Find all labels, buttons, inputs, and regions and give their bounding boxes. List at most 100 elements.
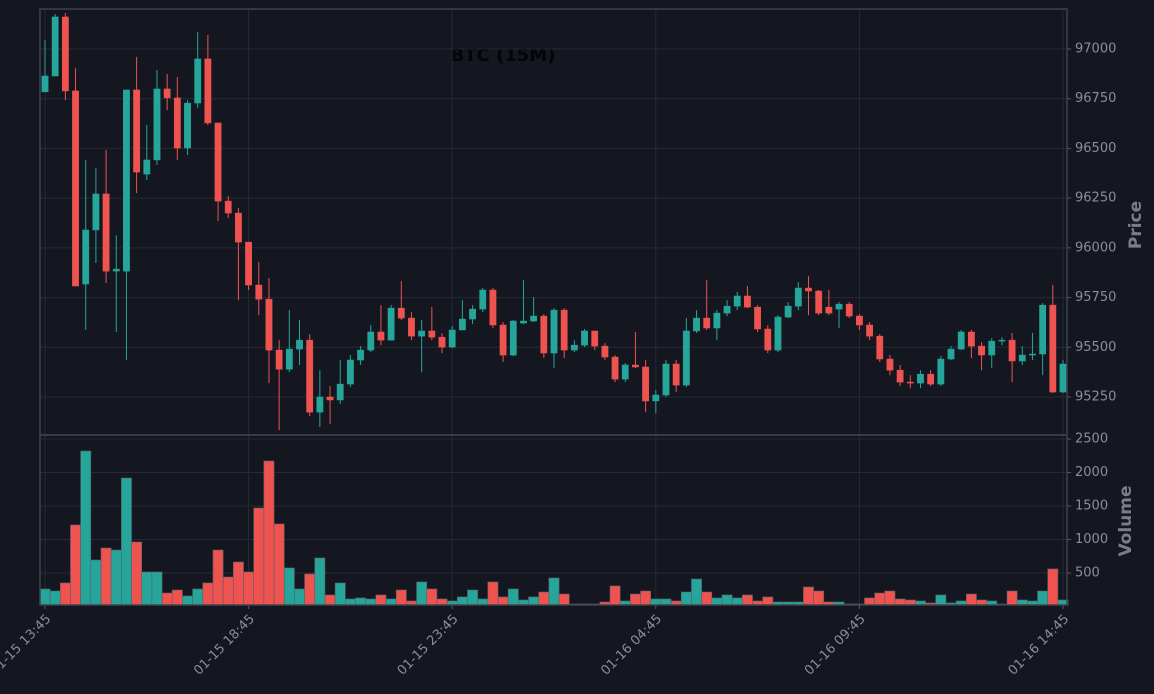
candle-body bbox=[917, 373, 924, 384]
volume-bar bbox=[263, 460, 275, 606]
volume-bar bbox=[70, 524, 81, 606]
candle-body bbox=[72, 90, 79, 287]
candle-body bbox=[285, 348, 293, 370]
candle-body bbox=[123, 89, 130, 272]
candle-body bbox=[1049, 304, 1057, 393]
volume-bar bbox=[813, 590, 825, 606]
volume-bar bbox=[1016, 599, 1028, 606]
candle-body bbox=[835, 303, 843, 310]
candle-body bbox=[866, 324, 873, 337]
candle-body bbox=[316, 396, 324, 413]
volume-bar bbox=[976, 599, 987, 606]
candle-body bbox=[947, 348, 955, 360]
volume-bar bbox=[711, 597, 723, 606]
volume-bar bbox=[385, 598, 397, 606]
volume-bar bbox=[243, 571, 254, 606]
candle-body bbox=[163, 88, 171, 99]
volume-bar bbox=[436, 598, 448, 606]
volume-bar bbox=[233, 561, 244, 606]
volume-bar bbox=[212, 549, 224, 606]
volume-bar bbox=[355, 597, 366, 606]
volume-bar bbox=[39, 588, 51, 606]
candle-body bbox=[621, 364, 629, 380]
candle-body bbox=[764, 328, 772, 351]
candle-body bbox=[723, 305, 731, 314]
volume-bar bbox=[721, 594, 733, 606]
volume-bar bbox=[1047, 568, 1059, 606]
volume-bar bbox=[538, 591, 550, 606]
volume-bar bbox=[558, 593, 570, 606]
candle-body bbox=[520, 320, 527, 324]
candle-body bbox=[713, 312, 721, 329]
candle-body bbox=[346, 359, 354, 385]
candle-body bbox=[937, 358, 945, 385]
candle-body bbox=[479, 289, 487, 310]
candle-body bbox=[438, 336, 446, 348]
volume-bar bbox=[192, 588, 204, 606]
candle-body bbox=[611, 356, 619, 380]
candle-body bbox=[957, 331, 965, 350]
candle-body bbox=[275, 349, 283, 370]
volume-bar bbox=[80, 450, 92, 606]
volume-bar bbox=[731, 597, 743, 606]
candle-body bbox=[397, 307, 405, 319]
candle-body bbox=[784, 305, 792, 318]
volume-bar bbox=[548, 577, 560, 606]
volume-tick-label: 1000 bbox=[1075, 532, 1108, 547]
y-tick-label: 96750 bbox=[1075, 91, 1116, 106]
candle-body bbox=[41, 75, 49, 93]
candle-body bbox=[581, 330, 588, 346]
candle-body bbox=[754, 306, 762, 330]
volume-bar bbox=[131, 541, 143, 606]
volume-bar bbox=[894, 598, 906, 606]
volume-axis-label: Volume bbox=[1116, 485, 1136, 556]
volume-bar bbox=[1037, 590, 1049, 606]
candle-body bbox=[906, 381, 914, 384]
candle-body bbox=[672, 363, 680, 386]
volume-bar bbox=[202, 582, 214, 606]
volume-bar bbox=[304, 573, 316, 606]
y-tick-label: 97000 bbox=[1075, 41, 1116, 56]
volume-bar bbox=[273, 523, 285, 606]
candle-body bbox=[825, 306, 833, 314]
volume-bar bbox=[904, 599, 916, 606]
candle-body bbox=[173, 97, 181, 149]
volume-bar bbox=[395, 589, 407, 606]
volume-bar bbox=[345, 598, 356, 606]
volume-bar bbox=[222, 576, 234, 606]
candle-body bbox=[408, 317, 415, 337]
volume-tick-label: 1500 bbox=[1075, 499, 1108, 514]
candle-body bbox=[774, 316, 782, 351]
candle-body bbox=[805, 287, 812, 292]
candle-body bbox=[51, 16, 59, 77]
volume-bar bbox=[487, 581, 499, 606]
candle-body bbox=[560, 309, 568, 351]
candle-body bbox=[133, 89, 141, 173]
volume-bar bbox=[1006, 590, 1018, 606]
volume-bar bbox=[110, 549, 122, 606]
candle-body bbox=[876, 335, 884, 360]
volume-bar bbox=[324, 594, 336, 606]
volume-bar bbox=[182, 595, 193, 606]
volume-tick-label: 2500 bbox=[1075, 432, 1108, 447]
volume-bar bbox=[416, 581, 428, 606]
candle-body bbox=[387, 307, 395, 341]
volume-bar bbox=[375, 594, 387, 606]
candle-body bbox=[794, 287, 802, 307]
candle-body bbox=[927, 373, 935, 385]
candle-body bbox=[978, 345, 985, 356]
volume-bar bbox=[528, 596, 540, 606]
y-tick-label: 96000 bbox=[1075, 240, 1116, 255]
candle-body bbox=[896, 369, 904, 383]
candle-body bbox=[540, 315, 548, 354]
candle-body bbox=[224, 200, 232, 214]
candle-body bbox=[1059, 363, 1067, 393]
volume-panel bbox=[39, 434, 1068, 606]
volume-bar bbox=[884, 590, 896, 606]
candle-body bbox=[886, 358, 894, 371]
candle-body bbox=[845, 303, 853, 317]
volume-bar bbox=[701, 591, 713, 606]
volume-bar bbox=[965, 593, 977, 606]
candle-body bbox=[662, 363, 670, 396]
candle-body bbox=[102, 193, 110, 272]
